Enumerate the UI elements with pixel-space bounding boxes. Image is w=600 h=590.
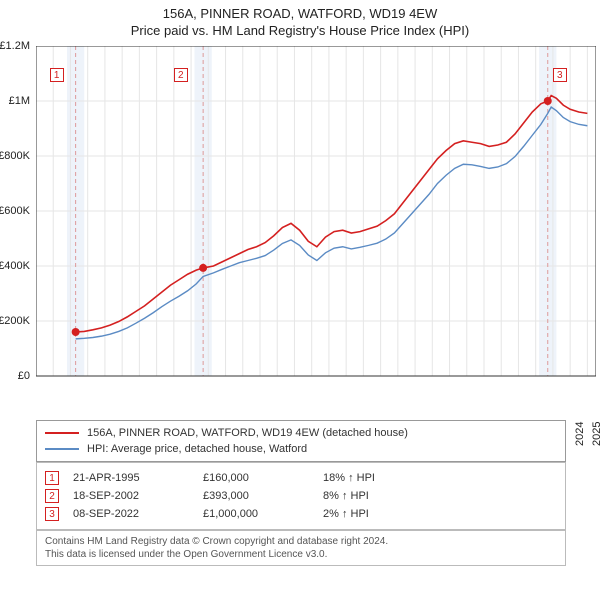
event-date: 18-SEP-2002	[73, 490, 203, 502]
chart-title: 156A, PINNER ROAD, WATFORD, WD19 4EW	[0, 6, 600, 21]
event-hpi-delta: 8% ↑ HPI	[323, 490, 443, 502]
y-tick-label: £400K	[0, 260, 30, 272]
chart-legend: 156A, PINNER ROAD, WATFORD, WD19 4EW (de…	[36, 420, 566, 462]
event-number-badge: 1	[45, 471, 59, 485]
y-tick-label: £600K	[0, 205, 30, 217]
event-date: 21-APR-1995	[73, 472, 203, 484]
y-tick-label: £1.2M	[0, 40, 30, 52]
chart-plot-area: £0£200K£400K£600K£800K£1M£1.2M 199319941…	[36, 46, 596, 416]
event-date: 08-SEP-2022	[73, 508, 203, 520]
event-hpi-delta: 18% ↑ HPI	[323, 472, 443, 484]
legend-swatch	[45, 432, 79, 434]
event-row: 3 08-SEP-2022£1,000,0002% ↑ HPI	[45, 505, 557, 523]
footer-line-2: This data is licensed under the Open Gov…	[45, 548, 557, 561]
y-tick-label: £0	[18, 370, 30, 382]
event-price: £393,000	[203, 490, 323, 502]
legend-row: HPI: Average price, detached house, Watf…	[45, 441, 557, 457]
event-marker-1: 1	[50, 68, 64, 82]
chart-svg	[36, 46, 596, 416]
event-number-badge: 2	[45, 489, 59, 503]
legend-label: 156A, PINNER ROAD, WATFORD, WD19 4EW (de…	[87, 427, 408, 439]
attribution-footer: Contains HM Land Registry data © Crown c…	[36, 530, 566, 566]
event-row: 2 18-SEP-2002£393,0008% ↑ HPI	[45, 487, 557, 505]
event-price: £1,000,000	[203, 508, 323, 520]
chart-subtitle: Price paid vs. HM Land Registry's House …	[0, 23, 600, 38]
event-row: 1 21-APR-1995£160,00018% ↑ HPI	[45, 469, 557, 487]
footer-line-1: Contains HM Land Registry data © Crown c…	[45, 535, 557, 548]
y-tick-label: £200K	[0, 315, 30, 327]
title-block: 156A, PINNER ROAD, WATFORD, WD19 4EW Pri…	[0, 0, 600, 40]
event-hpi-delta: 2% ↑ HPI	[323, 508, 443, 520]
event-number-badge: 3	[45, 507, 59, 521]
legend-label: HPI: Average price, detached house, Watf…	[87, 443, 307, 455]
event-marker-3: 3	[553, 68, 567, 82]
event-marker-2: 2	[174, 68, 188, 82]
legend-swatch	[45, 448, 79, 450]
events-table: 1 21-APR-1995£160,00018% ↑ HPI 2 18-SEP-200…	[36, 462, 566, 530]
legend-row: 156A, PINNER ROAD, WATFORD, WD19 4EW (de…	[45, 425, 557, 441]
x-tick-label: 2024	[574, 422, 586, 446]
y-tick-label: £1M	[9, 95, 30, 107]
event-price: £160,000	[203, 472, 323, 484]
chart-container: 156A, PINNER ROAD, WATFORD, WD19 4EW Pri…	[0, 0, 600, 590]
y-axis-labels: £0£200K£400K£600K£800K£1M£1.2M	[0, 46, 34, 416]
x-tick-label: 2025	[591, 422, 600, 446]
y-tick-label: £800K	[0, 150, 30, 162]
